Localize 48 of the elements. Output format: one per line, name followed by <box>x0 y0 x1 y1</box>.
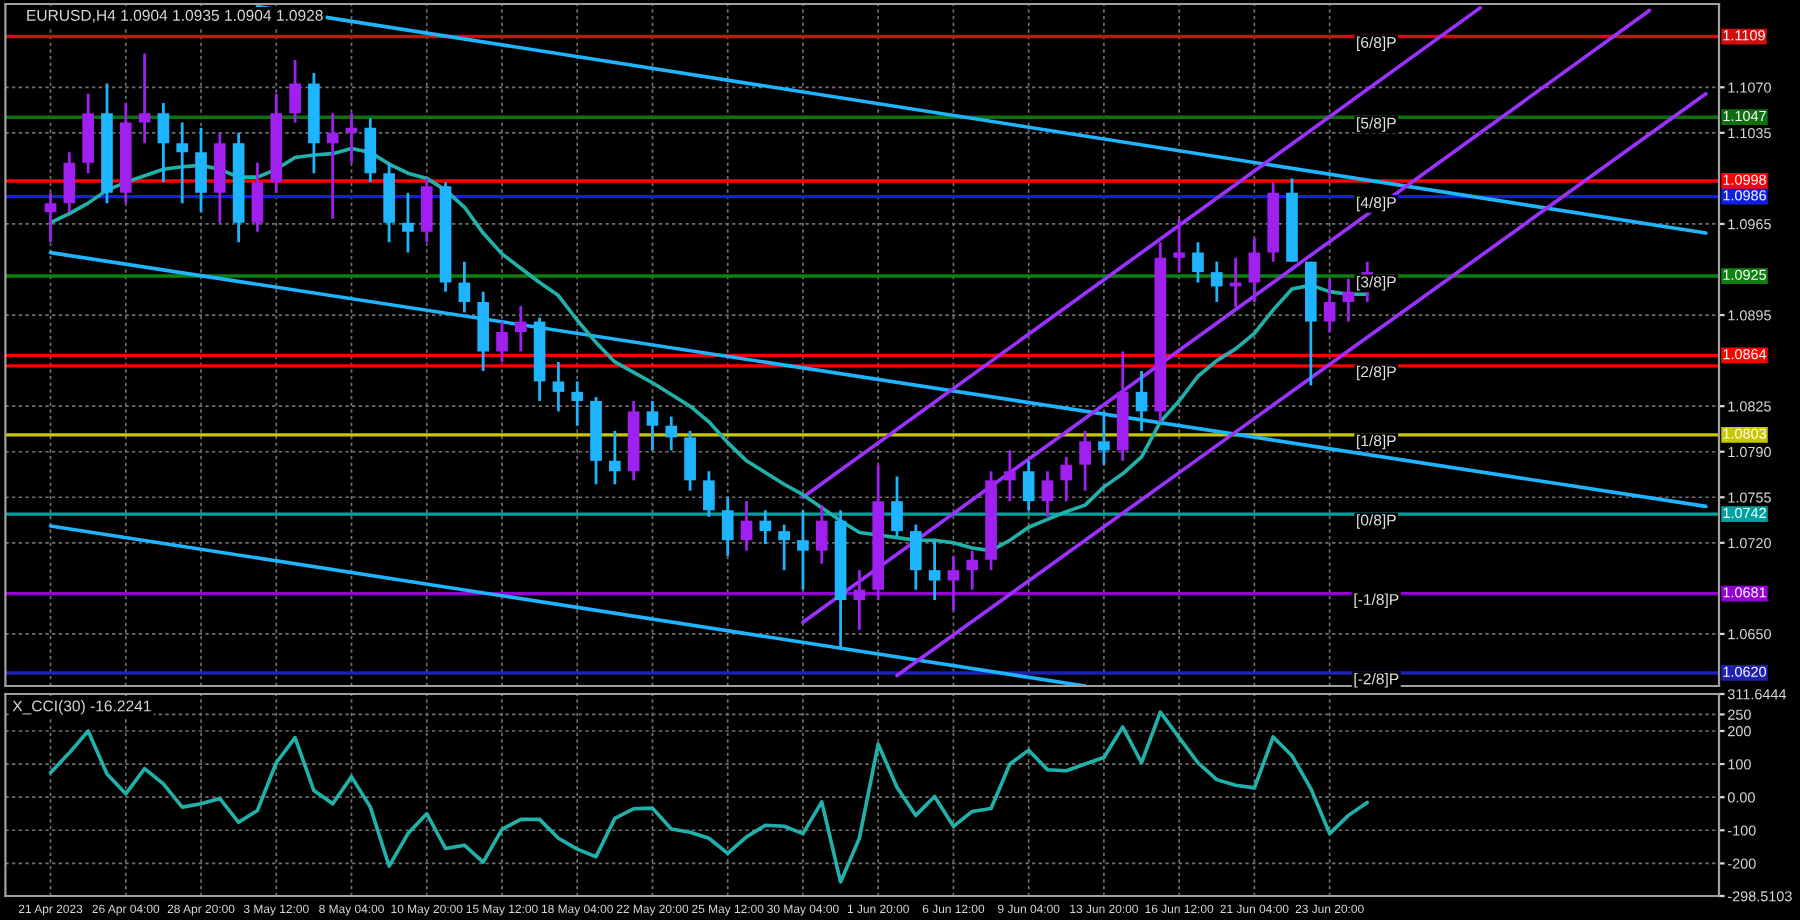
candlestick <box>63 150 76 214</box>
candlestick <box>928 538 941 602</box>
candlestick <box>251 161 264 234</box>
candlestick <box>420 177 433 244</box>
candlestick <box>514 304 527 353</box>
candlestick <box>458 260 471 314</box>
candlestick <box>966 549 979 592</box>
candlestick <box>1060 455 1073 503</box>
candlestick <box>326 111 339 221</box>
candlestick <box>1041 469 1054 519</box>
candlestick <box>684 429 696 493</box>
candlestick <box>1004 449 1016 503</box>
candlestick <box>571 380 584 428</box>
candlestick <box>1098 409 1110 467</box>
candlestick <box>1248 236 1261 304</box>
candlestick <box>1173 217 1185 274</box>
candlestick <box>646 399 659 452</box>
candlestick <box>815 503 828 566</box>
candlestick <box>195 126 207 214</box>
candlestick <box>44 191 57 244</box>
candlestick <box>364 117 377 184</box>
candlestick <box>1342 277 1355 323</box>
candlestick <box>496 320 508 364</box>
candlestick <box>778 523 790 572</box>
candlestick <box>1135 369 1148 433</box>
candlestick <box>1210 260 1223 304</box>
candlestick <box>176 121 189 205</box>
candlestick <box>157 101 170 184</box>
candlestick <box>609 429 621 486</box>
candlestick <box>909 523 922 592</box>
candlestick <box>740 499 753 553</box>
candlestick <box>797 508 809 592</box>
candlestick <box>853 568 866 632</box>
candlestick <box>1323 277 1336 334</box>
candlestick <box>1192 240 1204 284</box>
candlestick <box>345 111 358 165</box>
candlestick <box>552 360 565 413</box>
candlestick <box>947 554 960 612</box>
candlestick <box>289 58 301 124</box>
candlestick <box>721 495 734 558</box>
candlestick <box>891 475 903 538</box>
candlestick <box>1022 459 1035 512</box>
candlestick <box>703 469 715 519</box>
candlestick <box>759 508 772 546</box>
candlestick <box>665 415 678 452</box>
candlestick <box>138 52 151 145</box>
candlestick <box>1079 429 1091 493</box>
candlestick <box>402 191 414 254</box>
